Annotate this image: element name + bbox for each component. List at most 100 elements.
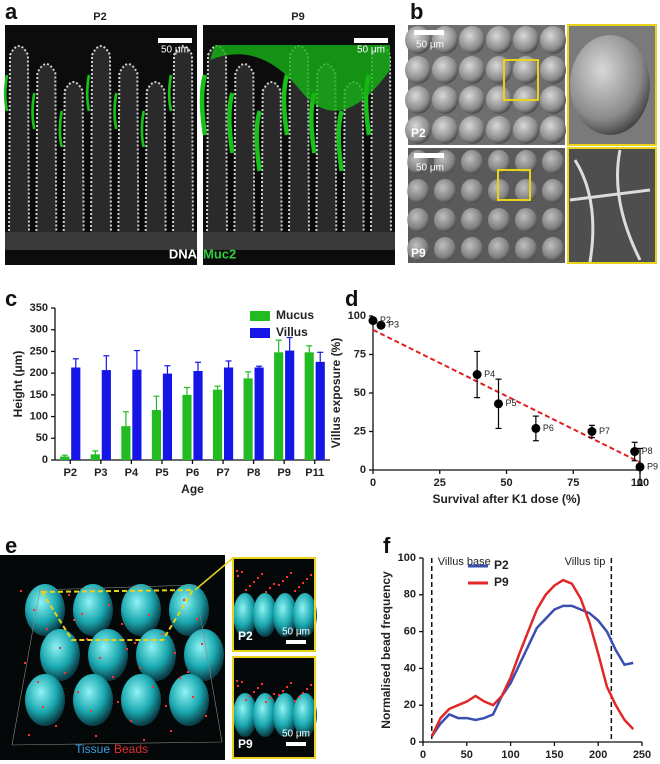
zoom-box [503, 59, 539, 101]
bead [59, 647, 61, 649]
bar [132, 369, 142, 460]
villus-tip [434, 179, 456, 203]
bead [298, 586, 300, 588]
scale-label: 50 μm [282, 729, 310, 740]
panel-label: b [410, 0, 423, 24]
y-tick-label: 75 [354, 348, 366, 360]
mucus [227, 92, 235, 154]
mucus [58, 110, 63, 148]
marker-label: Villus tip [565, 556, 606, 568]
x-axis-label: Survival after K1 dose (%) [432, 492, 580, 506]
bead [130, 720, 132, 722]
bead [306, 578, 308, 580]
bead [183, 599, 185, 601]
image-label: P9 [238, 737, 253, 751]
x-tick-label: 150 [545, 749, 563, 761]
bead [99, 657, 101, 659]
y-tick-label: 40 [404, 662, 416, 674]
micrograph-detail [3, 45, 395, 250]
point [472, 370, 482, 380]
point [368, 316, 378, 326]
point [531, 423, 541, 433]
bead [302, 582, 304, 584]
mucus [140, 110, 145, 148]
villus-tip [540, 86, 566, 114]
scale-bar [414, 30, 444, 35]
villus [293, 593, 317, 637]
bead [278, 694, 280, 696]
inset-frame [232, 656, 316, 759]
x-tick-label: P8 [247, 467, 260, 479]
bead [42, 706, 44, 708]
villus [233, 693, 257, 737]
villus-tip [486, 116, 512, 144]
panel-label: a [5, 0, 18, 24]
bead [55, 725, 57, 727]
y-tick-label: 100 [30, 410, 48, 422]
render-box [11, 584, 223, 746]
x-tick-label: P2 [64, 467, 77, 479]
bead [161, 633, 163, 635]
x-tick-label: 50 [500, 477, 512, 489]
bead [174, 652, 176, 654]
bead [73, 619, 75, 621]
scale-label: 50 μm [357, 45, 385, 56]
bar [151, 410, 162, 460]
bead [108, 604, 110, 606]
bead [310, 574, 312, 576]
villus-tip [459, 56, 485, 84]
villus [233, 63, 256, 236]
scale-bar [286, 640, 306, 644]
y-tick-label: 100 [348, 310, 366, 322]
point [630, 447, 640, 457]
bar [193, 370, 203, 460]
panel-label: f [383, 533, 391, 558]
y-axis-label: Villus exposure (%) [329, 338, 343, 448]
bar [90, 454, 100, 460]
villus-tip [486, 56, 512, 84]
bar [315, 361, 325, 460]
villus [273, 693, 297, 737]
bead [148, 614, 150, 616]
villus [293, 693, 317, 737]
bead [302, 692, 304, 694]
bead [253, 691, 255, 693]
bar [182, 394, 192, 460]
legend-swatch [250, 311, 270, 321]
villus [35, 63, 58, 236]
bead [90, 710, 92, 712]
bead [20, 590, 22, 592]
scale-label: 50 μm [416, 163, 444, 174]
image-label: P2 [238, 629, 253, 643]
y-tick-label: 100 [398, 552, 416, 564]
bar [243, 378, 253, 460]
bead [143, 739, 145, 741]
x-tick-label: 100 [501, 749, 519, 761]
bead [196, 618, 198, 620]
villus [136, 629, 176, 681]
bead [261, 683, 263, 685]
villus [25, 674, 65, 726]
x-tick-label: 75 [567, 477, 579, 489]
legend-swatch [250, 328, 270, 338]
mucus [31, 92, 36, 130]
villus-tip [459, 26, 485, 54]
bead [261, 573, 263, 575]
point-label: P7 [599, 426, 610, 436]
bead [278, 584, 280, 586]
point-label: P5 [505, 398, 516, 408]
bead [257, 687, 259, 689]
villus-tip [432, 56, 458, 84]
panel-label: d [345, 286, 358, 311]
villus-tip [515, 208, 537, 232]
y-tick-label: 0 [410, 736, 416, 748]
villus [90, 45, 112, 236]
bead [294, 590, 296, 592]
villus [62, 81, 85, 236]
image-title: P9 [291, 11, 304, 23]
mucus [254, 110, 262, 172]
villus-tip [540, 26, 566, 54]
bead [294, 700, 296, 702]
bead [286, 686, 288, 688]
villus [117, 63, 140, 236]
